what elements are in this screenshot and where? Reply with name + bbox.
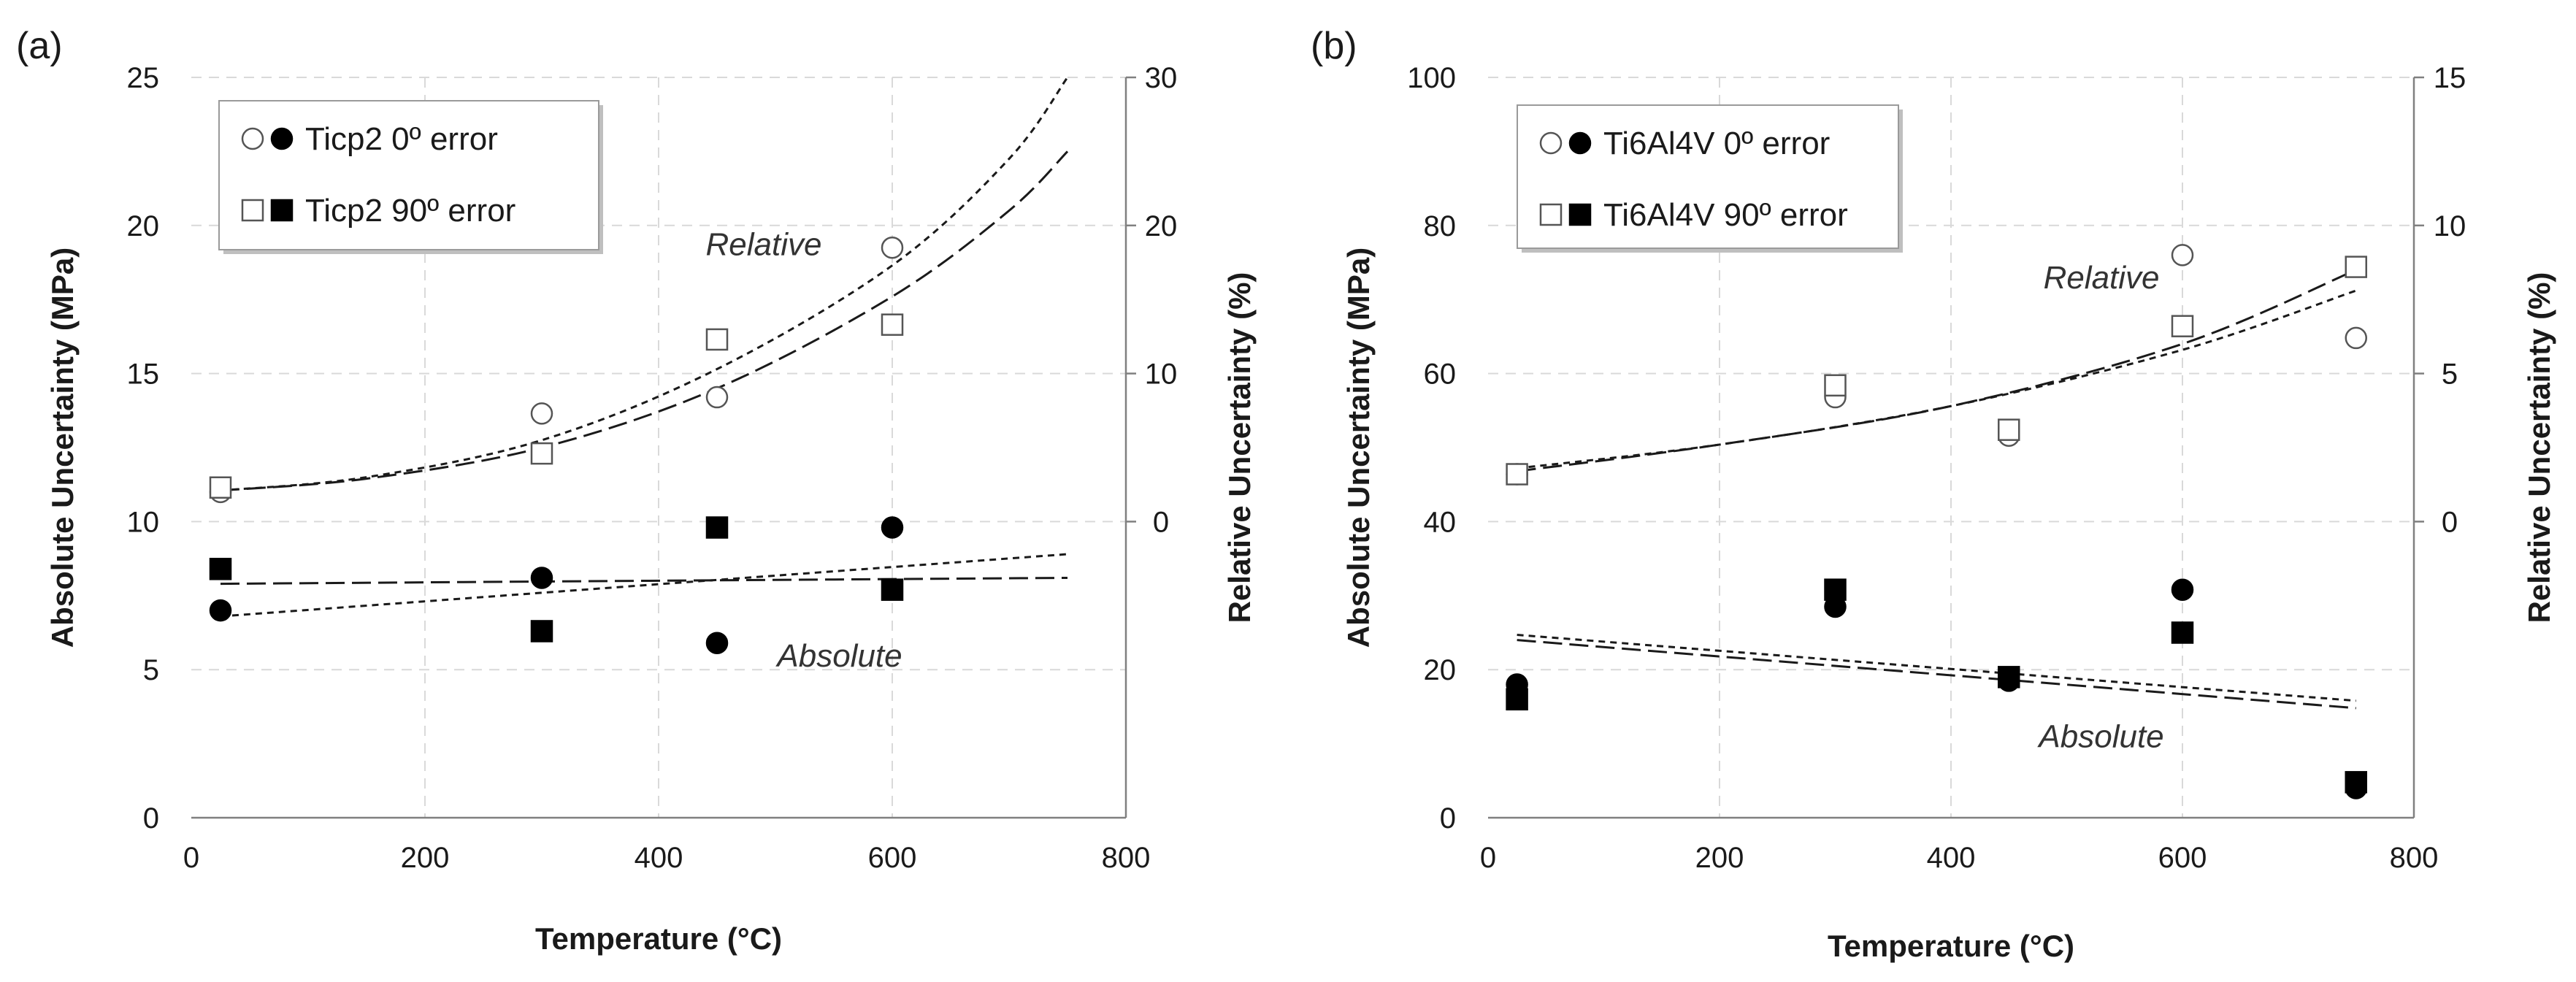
square-data-point [530, 620, 553, 642]
square-data-point [1824, 374, 1847, 397]
panel-label: (a) [16, 25, 63, 67]
y2-tick-label: 0 [1153, 506, 1169, 538]
square-data-point [1998, 666, 2020, 688]
square-data-point [1506, 688, 1528, 711]
legend-square-filled-icon [1568, 203, 1592, 226]
legend-square-open-icon [1539, 203, 1563, 226]
y2-tick-label: 5 [2442, 358, 2458, 391]
trendline [1517, 639, 2356, 710]
legend-box [218, 100, 599, 250]
y-tick-label: 25 [127, 62, 160, 94]
circle-data-point [881, 236, 904, 259]
trendline [220, 553, 1068, 618]
legend-square-open-icon [241, 199, 264, 222]
square-data-point [705, 328, 729, 351]
y-tick-label: 0 [1440, 802, 1456, 835]
square-data-point [2171, 621, 2194, 644]
annotation-label: Relative [706, 226, 822, 262]
y-tick-label: 20 [1424, 654, 1457, 686]
x-tick-label: 600 [868, 842, 917, 874]
y-tick-label: 100 [1407, 62, 1456, 94]
square-data-point [881, 578, 904, 601]
y2-tick-label: 20 [1145, 210, 1178, 242]
x-axis-title: Temperature (°C) [535, 921, 782, 956]
legend-circle-filled-icon [270, 127, 294, 150]
square-data-point [209, 558, 232, 580]
square-data-point [2171, 315, 2194, 337]
legend-circle-filled-icon [1568, 131, 1592, 155]
y-axis-title: Absolute Uncertainty (MPa) [1341, 248, 1376, 648]
circle-data-point [530, 567, 553, 589]
legend-entry-label: Ti6Al4V 0º error [1603, 126, 1830, 161]
y2-tick-label: 10 [1145, 358, 1178, 391]
x-tick-label: 0 [183, 842, 199, 874]
trendline [1517, 634, 2356, 702]
annotation-label: Absolute [2036, 719, 2163, 755]
x-tick-label: 200 [401, 842, 450, 874]
x-tick-label: 0 [1480, 842, 1496, 874]
circle-data-point [2171, 244, 2194, 266]
square-data-point [209, 476, 232, 499]
circle-data-point [2171, 578, 2194, 601]
circle-data-point [705, 385, 729, 409]
legend-entry-label: Ticp2 0º error [305, 121, 498, 157]
circle-data-point [209, 599, 232, 622]
x-tick-label: 400 [1927, 842, 1976, 874]
chart-panel-a: (a) 0 200 400 600 800 0 5 10 15 20 25 0 10 20 30 Tempera… [16, 25, 1257, 956]
chart-panel-b: (b) 0 200 400 600 800 0 20 40 60 80 100 0 5 10 15 Temper… [1311, 25, 2556, 963]
square-data-point [2345, 256, 2367, 278]
circle-data-point [881, 516, 904, 539]
legend-circle-open-icon [241, 127, 264, 150]
x-tick-label: 600 [2158, 842, 2207, 874]
y2-axis-title: Relative Uncertainty (%) [1222, 272, 1257, 624]
annotation-label: Absolute [775, 638, 902, 674]
trendline [1517, 269, 2357, 472]
square-data-point [530, 442, 553, 465]
circle-data-point [530, 402, 553, 425]
square-data-point [1998, 418, 2020, 441]
y-tick-label: 15 [127, 358, 160, 391]
square-data-point [881, 313, 904, 336]
square-data-point [2345, 771, 2367, 794]
y2-tick-label: 10 [2434, 210, 2466, 242]
circle-data-point [705, 632, 729, 654]
y-tick-label: 60 [1424, 358, 1457, 391]
annotation-label: Relative [2044, 260, 2160, 296]
y-tick-label: 0 [143, 802, 159, 835]
x-tick-label: 200 [1695, 842, 1744, 874]
y2-axis-title: Relative Uncertainty (%) [2522, 272, 2556, 624]
square-data-point [1824, 578, 1847, 601]
y-tick-label: 5 [143, 654, 159, 686]
x-tick-label: 800 [2390, 842, 2439, 874]
trendline [1517, 289, 2357, 469]
x-tick-label: 800 [1102, 842, 1151, 874]
y-tick-label: 20 [127, 210, 160, 242]
y2-tick-label: 30 [1145, 62, 1178, 94]
y-tick-label: 40 [1424, 506, 1457, 538]
panel-label: (b) [1311, 25, 1357, 67]
trendline [220, 77, 1069, 492]
trendline [220, 576, 1068, 586]
square-data-point [1506, 463, 1528, 486]
y-tick-label: 80 [1424, 210, 1457, 242]
y-tick-label: 10 [127, 506, 160, 538]
legend-square-filled-icon [270, 199, 294, 222]
y2-tick-label: 0 [2442, 506, 2458, 538]
y2-tick-label: 15 [2434, 62, 2466, 94]
legend-entry-label: Ticp2 90º error [305, 193, 515, 229]
legend-entry-label: Ti6Al4V 90º error [1603, 197, 1848, 233]
x-axis-title: Temperature (°C) [1828, 929, 2074, 963]
square-data-point [705, 516, 729, 539]
circle-data-point [2345, 326, 2367, 350]
legend-circle-open-icon [1539, 131, 1563, 155]
y-axis-title: Absolute Uncertainty (MPa) [45, 248, 80, 648]
x-tick-label: 400 [635, 842, 683, 874]
trendline [220, 150, 1069, 492]
